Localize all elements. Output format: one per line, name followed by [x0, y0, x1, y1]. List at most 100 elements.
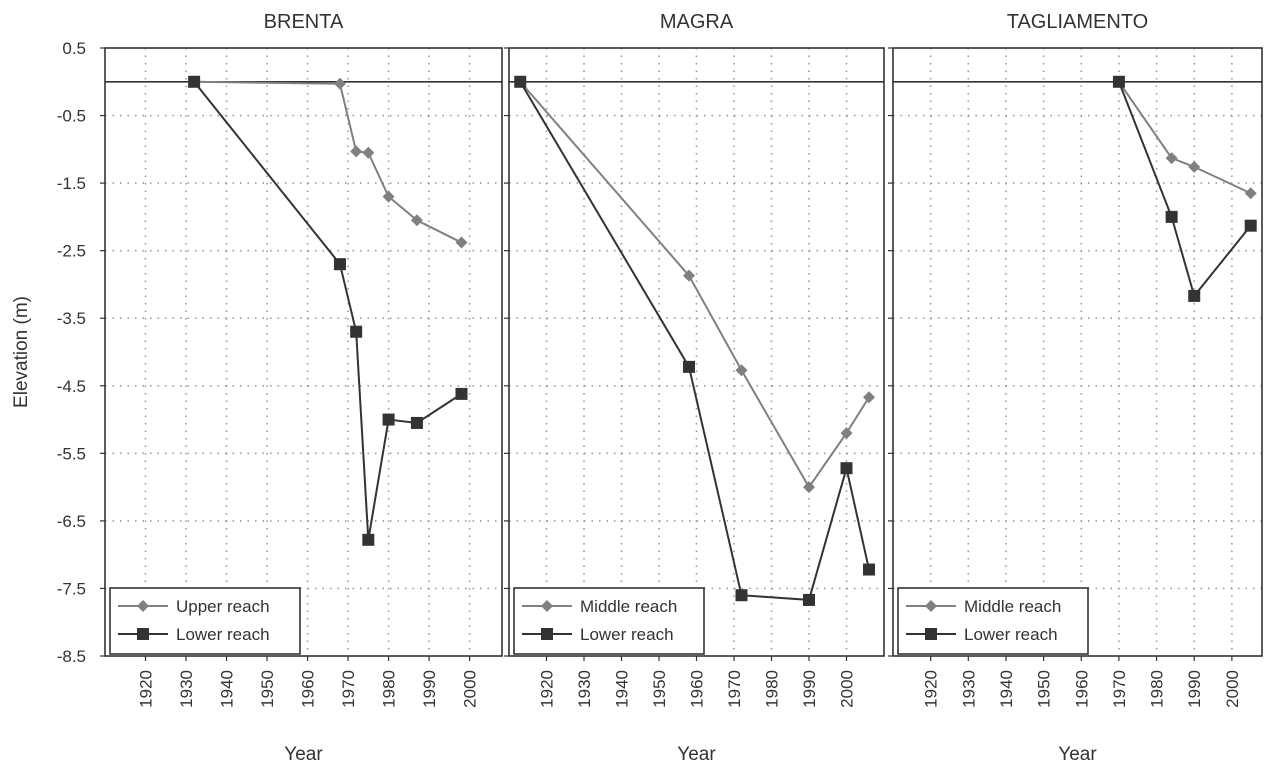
legend-square-marker — [541, 628, 553, 640]
legend-label: Upper reach — [176, 597, 270, 616]
y-axis-title: Elevation (m) — [11, 296, 32, 408]
y-tick-label: -1.5 — [57, 174, 86, 193]
x-tick-label: 1970 — [725, 670, 744, 708]
x-tick-label: 1980 — [763, 670, 782, 708]
x-tick-label: 1960 — [688, 670, 707, 708]
square-marker — [1188, 289, 1201, 302]
series-line-lower-reach — [193, 81, 463, 540]
diamond-marker — [735, 364, 748, 377]
square-marker — [863, 563, 875, 576]
panel-tagliamento: TAGLIAMENTO 1920 1930 1940 1950 1960 1970 1980 1… — [888, 11, 1263, 765]
x-tick-label: 1980 — [380, 670, 399, 708]
legend: Middle reach Lower reach — [897, 587, 1089, 655]
legend-diamond-marker — [541, 600, 553, 612]
legend: Middle reach Lower reach — [513, 587, 705, 655]
y-tick-label: -3.5 — [57, 309, 86, 328]
x-tick-label: 1960 — [299, 670, 318, 708]
x-tick-label: 1950 — [1035, 670, 1054, 708]
square-marker — [333, 258, 346, 271]
y-tick-label: -7.5 — [57, 579, 86, 598]
legend-box — [897, 587, 1089, 655]
legend-box — [513, 587, 705, 655]
legend-label: Lower reach — [176, 625, 270, 644]
legend-label: Lower reach — [580, 625, 674, 644]
series-line-upper-reach — [194, 80, 462, 244]
square-marker — [683, 360, 695, 373]
square-marker — [350, 325, 363, 338]
x-tick-label: 1950 — [258, 670, 277, 708]
legend-diamond-marker — [137, 600, 149, 612]
y-tick-label: 0.5 — [62, 39, 86, 58]
y-tick-label: -6.5 — [57, 512, 86, 531]
x-tick-label: 1940 — [613, 670, 632, 708]
diamond-marker — [333, 77, 346, 90]
legend-box — [109, 587, 301, 655]
x-tick-label: 1990 — [800, 670, 819, 708]
legend-label: Middle reach — [580, 597, 677, 616]
x-tick-label: 1940 — [218, 670, 237, 708]
diamond-marker — [350, 145, 363, 158]
square-marker — [840, 462, 853, 475]
panel-frame — [508, 47, 885, 657]
x-tick-label: 1960 — [1072, 670, 1091, 708]
legend-label: Lower reach — [964, 625, 1058, 644]
series-line-middle-reach — [1118, 81, 1252, 195]
diamond-marker — [1244, 187, 1257, 200]
y-tick-label: -4.5 — [57, 377, 86, 396]
x-tick-label: 2000 — [838, 670, 857, 708]
series-line-lower-reach — [1117, 81, 1252, 299]
x-tick-label: 1920 — [922, 670, 941, 708]
x-tick-label: 1930 — [575, 670, 594, 708]
x-tick-label: 1990 — [1185, 670, 1204, 708]
panel-frame — [104, 47, 503, 657]
x-tick-label: 1930 — [959, 670, 978, 708]
x-tick-label: 1970 — [1110, 670, 1129, 708]
y-tick-label: -5.5 — [57, 444, 86, 463]
square-marker — [1244, 219, 1257, 232]
diamond-marker — [840, 427, 853, 440]
diamond-marker — [803, 481, 815, 494]
square-marker — [735, 589, 748, 602]
diamond-marker — [1165, 152, 1178, 165]
diamond-marker — [410, 214, 423, 227]
square-marker — [455, 387, 468, 400]
x-tick-label: 1940 — [997, 670, 1016, 708]
y-tick-label: -8.5 — [57, 647, 86, 666]
y-tick-label: -2.5 — [57, 242, 86, 261]
legend-diamond-marker — [925, 600, 937, 612]
x-tick-label: 1930 — [177, 670, 196, 708]
diamond-marker — [683, 269, 695, 282]
square-marker — [410, 416, 423, 429]
diamond-marker — [362, 146, 375, 159]
x-tick-label: 1920 — [137, 670, 156, 708]
x-tick-label: 2000 — [1223, 670, 1242, 708]
panel-title: TAGLIAMENTO — [1007, 11, 1149, 33]
x-tick-label: 2000 — [461, 670, 480, 708]
panel-magra: MAGRA 1920 1930 1940 1950 1960 1970 1980 1990 200… — [504, 11, 885, 765]
series-line-lower-reach — [519, 81, 870, 601]
panel-brenta: BRENTA 1920 1930 1940 1950 1960 1970 1980 1990 20… — [100, 11, 503, 765]
legend-square-marker — [925, 628, 937, 640]
diamond-marker — [863, 391, 875, 404]
square-marker — [1112, 75, 1125, 88]
diamond-marker — [382, 190, 395, 203]
panel-frame — [892, 47, 1263, 657]
square-marker — [514, 75, 527, 88]
square-marker — [1165, 210, 1178, 223]
x-axis-title: Year — [677, 744, 716, 765]
x-tick-label: 1950 — [650, 670, 669, 708]
x-axis-title: Year — [1058, 744, 1097, 765]
square-marker — [382, 413, 395, 426]
x-tick-label: 1920 — [538, 670, 557, 708]
square-marker — [188, 75, 201, 88]
x-tick-label: 1990 — [420, 670, 439, 708]
x-tick-label: 1970 — [339, 670, 358, 708]
x-tick-label: 1980 — [1148, 670, 1167, 708]
series-line-middle-reach — [519, 81, 870, 489]
legend-label: Middle reach — [964, 597, 1061, 616]
y-tick-label: -0.5 — [57, 107, 86, 126]
legend: Upper reach Lower reach — [109, 587, 301, 655]
panel-title: MAGRA — [660, 11, 734, 33]
